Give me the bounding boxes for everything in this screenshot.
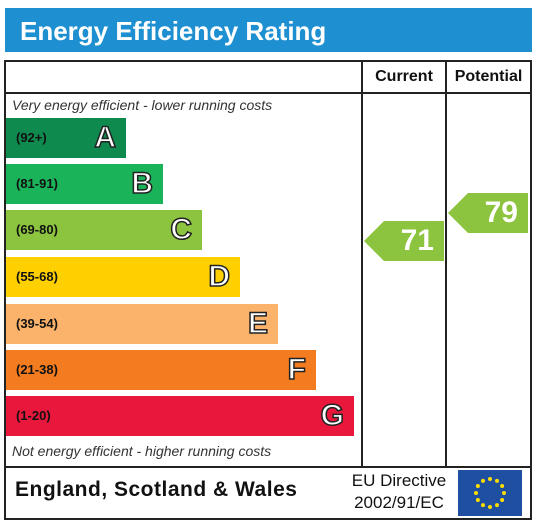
- band-c: (69-80) C: [6, 210, 202, 250]
- potential-column-header: Potential: [454, 68, 523, 85]
- top-note: Very energy efficient - lower running co…: [12, 97, 273, 113]
- potential-rating-arrow: 79: [448, 193, 528, 233]
- band-d: (55-68) D: [6, 257, 240, 297]
- current-column-header: Current: [375, 68, 433, 85]
- band-a: (92+) A: [6, 118, 126, 158]
- chart-title: Energy Efficiency Rating: [5, 8, 532, 52]
- band-letter: C: [170, 212, 193, 247]
- footer-row-divider: [4, 466, 532, 468]
- band-range-label: (69-80): [16, 222, 58, 237]
- eu-directive: EU Directive 2002/91/EC: [345, 470, 453, 514]
- band-range-label: (1-20): [16, 408, 51, 423]
- bottom-note: Not energy efficient - higher running co…: [12, 443, 272, 459]
- band-range-label: (92+): [16, 130, 47, 145]
- band-range-label: (55-68): [16, 269, 58, 284]
- eu-star-icon: [474, 491, 478, 495]
- eu-star-icon: [502, 491, 506, 495]
- eu-directive-line2: 2002/91/EC: [354, 493, 444, 512]
- eu-star-icon: [481, 503, 485, 508]
- eu-star-icon: [495, 478, 499, 483]
- current-rating-value: 71: [400, 224, 434, 257]
- eu-flag-icon: [458, 470, 522, 516]
- current-rating-arrow: 71: [364, 221, 444, 261]
- eu-star-icon: [481, 478, 485, 483]
- band-e: (39-54) E: [6, 304, 278, 344]
- eu-star-icon: [475, 498, 480, 502]
- eu-star-icon: [500, 498, 505, 502]
- band-f: (21-38) F: [6, 350, 316, 390]
- footer-country: England, Scotland & Wales: [15, 478, 298, 501]
- band-letter: F: [287, 352, 307, 387]
- band-letter: E: [247, 306, 269, 341]
- rating-table-frame: [4, 60, 532, 520]
- eu-star-icon: [475, 484, 480, 488]
- eu-star-icon: [500, 484, 505, 488]
- band-letter: D: [208, 259, 231, 294]
- eu-star-icon: [495, 503, 499, 508]
- current-column-divider: [361, 60, 363, 468]
- band-range-label: (21-38): [16, 362, 58, 377]
- band-letter: A: [94, 120, 117, 155]
- band-b: (81-91) B: [6, 164, 163, 204]
- band-letter: G: [320, 398, 345, 433]
- potential-rating-value: 79: [484, 196, 518, 229]
- eu-star-icon: [488, 505, 492, 509]
- band-range-label: (81-91): [16, 176, 58, 191]
- band-letter: B: [131, 166, 154, 201]
- eu-star-icon: [488, 477, 492, 481]
- header-row-divider: [4, 92, 532, 94]
- band-range-label: (39-54): [16, 316, 58, 331]
- band-g: (1-20) G: [6, 396, 354, 436]
- eu-directive-line1: EU Directive: [351, 471, 447, 490]
- potential-column-divider: [445, 60, 447, 468]
